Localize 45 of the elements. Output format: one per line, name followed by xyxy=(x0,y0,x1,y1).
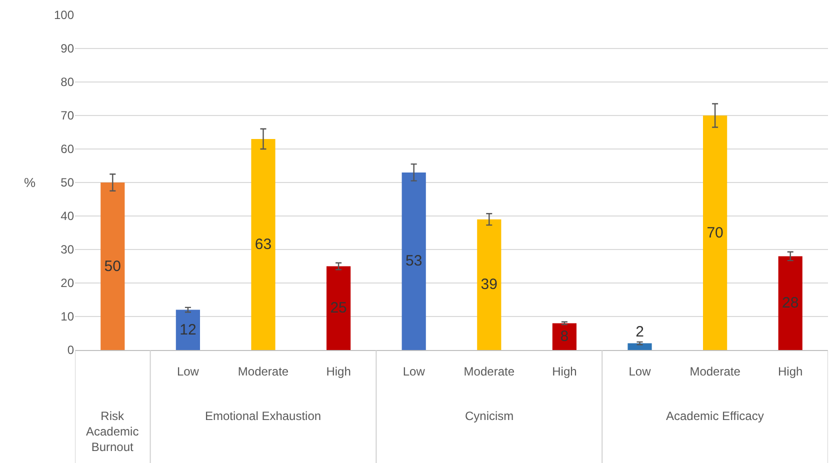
bar xyxy=(402,172,426,350)
y-tick-label: 20 xyxy=(60,276,74,290)
x-tick-label: Low xyxy=(628,364,652,378)
data-label: 70 xyxy=(706,224,724,242)
data-label: 12 xyxy=(180,321,196,338)
bar xyxy=(628,343,652,350)
bar xyxy=(703,116,728,350)
y-tick-label: 0 xyxy=(67,343,74,358)
bar xyxy=(552,323,576,350)
bar xyxy=(778,256,802,350)
y-tick-label: 90 xyxy=(60,42,74,56)
data-label: 53 xyxy=(406,252,422,270)
x-tick-label: Moderate xyxy=(238,364,289,378)
x-tick-label: Moderate xyxy=(690,364,741,378)
x-tick-label: High xyxy=(778,364,803,378)
data-label: 39 xyxy=(480,276,498,294)
bar xyxy=(251,138,276,350)
y-tick-label: 40 xyxy=(60,209,74,224)
text: Emotional Exhaustion xyxy=(205,409,322,423)
x-tick-label: Low xyxy=(402,364,426,378)
y-tick-label: 100 xyxy=(54,8,74,22)
data-label: 28 xyxy=(782,294,799,312)
y-tick-label: 50 xyxy=(60,176,74,190)
data-label: 2 xyxy=(636,323,644,340)
y-tick-label: 10 xyxy=(60,310,74,324)
bar xyxy=(326,266,351,350)
x-tick-label: High xyxy=(552,364,577,378)
data-label: 8 xyxy=(560,328,569,346)
x-tick-label: High xyxy=(326,364,351,378)
y-tick-label: 80 xyxy=(60,75,74,90)
data-label: 63 xyxy=(254,236,272,253)
x-tick-label: Moderate xyxy=(464,364,515,378)
data-label: 50 xyxy=(104,258,121,275)
y-tick-label: 70 xyxy=(60,108,74,123)
text: Cynicism xyxy=(465,409,514,423)
bar xyxy=(176,310,200,350)
text: Academic Efficacy xyxy=(666,409,764,423)
y-tick-label: 60 xyxy=(60,142,74,156)
x-tick-label: Low xyxy=(176,364,200,378)
y-axis-title: % xyxy=(24,175,36,190)
y-tick-label: 30 xyxy=(60,242,74,257)
data-label: 25 xyxy=(330,300,347,317)
text: Risk Academic Burnout xyxy=(86,409,139,454)
bar xyxy=(477,219,502,350)
bar xyxy=(100,182,125,350)
